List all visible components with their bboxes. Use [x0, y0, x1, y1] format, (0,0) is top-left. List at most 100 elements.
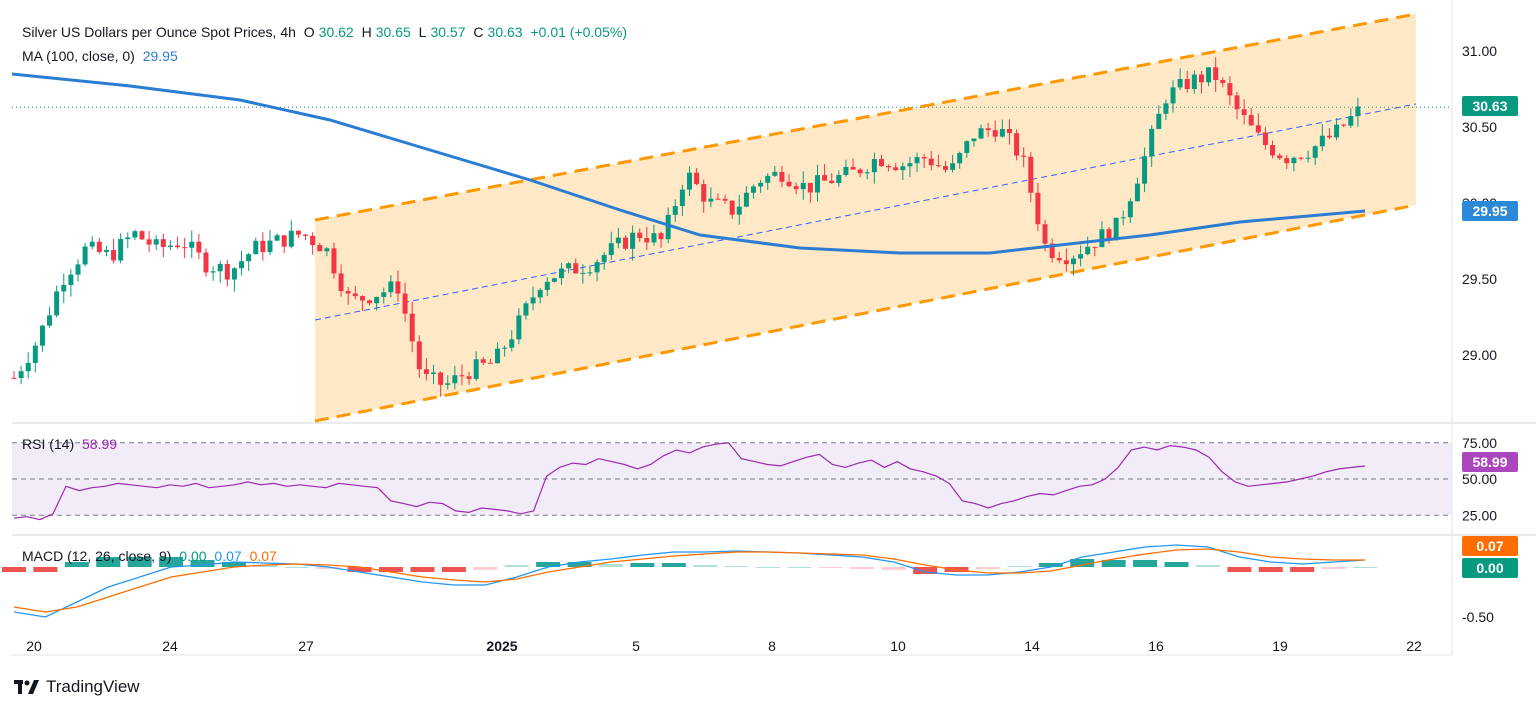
macd-histogram-bar — [379, 567, 404, 572]
macd-histogram-bar — [221, 562, 246, 567]
candle-body — [18, 371, 24, 378]
candle-body — [964, 141, 970, 153]
candle-body — [1234, 95, 1240, 110]
macd-pane: -0.50 — [2, 544, 1494, 625]
candle-body — [580, 272, 586, 274]
macd-histogram-bar — [1133, 560, 1158, 567]
candle-body — [1184, 79, 1190, 90]
time-tick-label: 27 — [298, 638, 314, 654]
macd-hist-value: 0.00 — [179, 548, 207, 564]
time-tick-label: 8 — [768, 638, 776, 654]
candle-body — [623, 237, 629, 249]
candle-body — [1319, 135, 1325, 147]
channel-mid-line — [314, 103, 1417, 321]
channel-fill — [315, 14, 1416, 421]
time-tick-label: 2025 — [486, 638, 517, 654]
time-tick-label: 20 — [26, 638, 42, 654]
candle-body — [722, 198, 728, 201]
candle-body — [1262, 132, 1268, 146]
candle-body — [814, 175, 820, 193]
macd-histogram-bar — [818, 567, 843, 568]
macd-histogram-bar — [127, 557, 152, 567]
candle-body — [495, 348, 501, 364]
macd-label: MACD (12, 26, close, 9) — [22, 548, 172, 564]
axes: 31.0030.5030.0029.5029.00202427202558101… — [26, 43, 1497, 654]
candle-body — [103, 250, 109, 252]
macd-histogram-bar — [284, 567, 309, 568]
rsi-tag: 58.99 — [1462, 452, 1518, 472]
candle-body — [1042, 224, 1048, 244]
rsi-tick-label: 25.00 — [1462, 507, 1497, 523]
candle-body — [551, 278, 557, 282]
candle-body — [1341, 124, 1347, 126]
macd-histogram-bar — [410, 567, 435, 572]
low-value: 30.57 — [430, 24, 466, 40]
macd-legend: MACD (12, 26, close, 9) 0.00 0.07 0.07 — [22, 548, 281, 564]
candle-body — [11, 377, 17, 379]
candle-body — [1284, 158, 1290, 164]
candle-body — [822, 175, 828, 181]
ma-100-line — [11, 72, 1366, 255]
candle-body — [1056, 258, 1062, 261]
candle-body — [1035, 192, 1041, 225]
high-value: 30.65 — [375, 24, 411, 40]
tradingview-logo[interactable]: TradingView — [14, 677, 140, 697]
candle-body — [1099, 229, 1105, 248]
candle-body — [1170, 87, 1176, 104]
macd-line — [13, 544, 1366, 618]
candle-body — [694, 172, 700, 185]
macd-histogram-bar — [33, 567, 58, 572]
candle-body — [68, 274, 74, 285]
candle-body — [423, 369, 429, 374]
candle-body — [1078, 254, 1084, 259]
candle-body — [921, 157, 927, 159]
candle-body — [61, 284, 67, 292]
candle-body — [310, 235, 316, 246]
macd-histogram-bar — [159, 557, 184, 567]
candle-body — [708, 198, 714, 202]
candle-body — [1006, 128, 1012, 134]
candle-body — [160, 239, 166, 247]
candle-body — [644, 238, 650, 243]
candle-body — [729, 200, 735, 215]
candle-body — [381, 292, 387, 297]
macd-histogram-bar — [1321, 567, 1346, 569]
candle-body — [978, 128, 984, 139]
rsi-line — [13, 442, 1366, 521]
candle-body — [1177, 79, 1183, 88]
candle-body — [281, 235, 287, 247]
candle-body — [530, 297, 536, 304]
candle-body — [942, 166, 948, 170]
time-tick-label: 19 — [1272, 638, 1288, 654]
candle-body — [1028, 156, 1034, 193]
candle-body — [878, 159, 884, 167]
candle-body — [992, 130, 998, 137]
candle-body — [167, 245, 173, 247]
macd-histogram-bar — [1007, 566, 1032, 567]
macd-histogram-bar — [850, 567, 875, 569]
candle-body — [367, 300, 373, 304]
candle-body — [1120, 217, 1126, 219]
macd-histogram-bar — [881, 567, 906, 570]
candle-body — [594, 262, 600, 273]
price-tick-label: 29.50 — [1462, 271, 1497, 287]
candle-body — [1334, 124, 1340, 138]
candle-body — [431, 372, 437, 374]
candle-body — [658, 233, 664, 240]
candle-body — [459, 375, 465, 377]
macd-histogram-bar — [913, 567, 938, 574]
candle-body — [231, 268, 237, 280]
candle-body — [1092, 246, 1098, 248]
candle-body — [1113, 217, 1119, 241]
candle-body — [573, 263, 579, 274]
candle-body — [203, 252, 209, 273]
candle-body — [1326, 135, 1332, 138]
candle-body — [139, 231, 145, 240]
candle-body — [1305, 157, 1311, 159]
candle-body — [132, 231, 138, 238]
macd-signal-tag: 0.07 — [1462, 536, 1518, 556]
candle-body — [1298, 157, 1304, 159]
macd-histogram-bar — [2, 567, 26, 572]
macd-histogram-bar — [1258, 567, 1283, 572]
